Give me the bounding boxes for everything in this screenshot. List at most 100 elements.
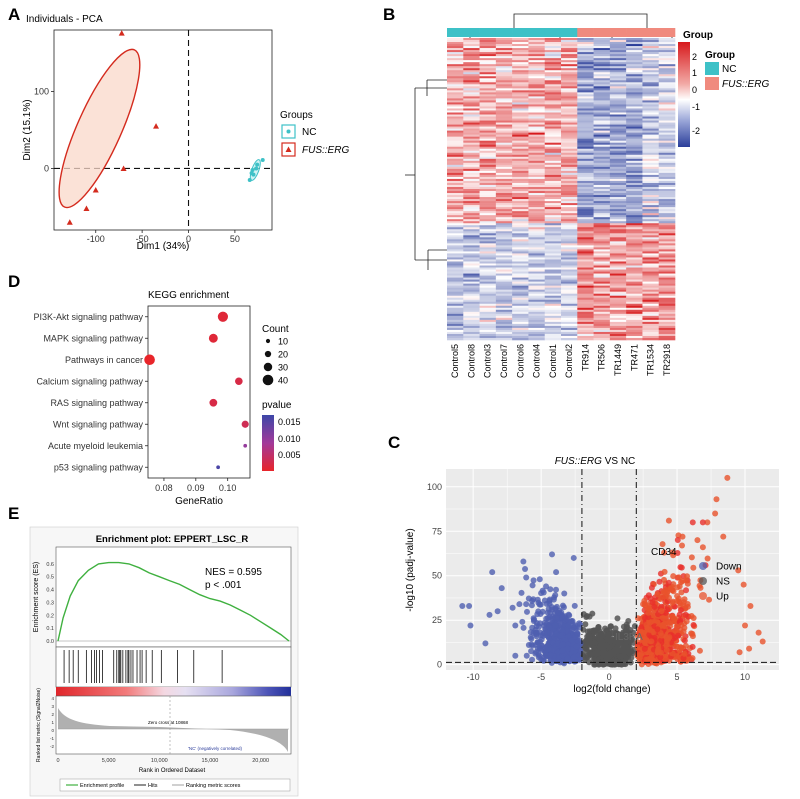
heatmap-cell [463, 118, 480, 121]
heatmap-cell [495, 122, 513, 125]
heatmap-cell [495, 178, 513, 182]
heatmap-cell [544, 307, 562, 311]
heatmap-cell [577, 164, 594, 168]
heatmap-cell [609, 223, 627, 226]
heatmap-cell [528, 249, 546, 252]
heatmap-cell [479, 162, 497, 166]
volcano-point-ns [614, 630, 621, 637]
volcano-y-label: -log10 (padj-value) [405, 528, 416, 611]
heatmap-cell [447, 303, 464, 307]
heatmap-cell [479, 128, 497, 131]
heatmap-cell [447, 199, 464, 202]
heatmap-cell [577, 62, 594, 65]
heatmap-cell [544, 124, 562, 127]
heatmap-cell [577, 124, 594, 127]
heatmap-cell [463, 70, 480, 73]
heatmap-cell [528, 144, 546, 148]
heatmap-cell [658, 114, 676, 117]
heatmap-cell [495, 152, 513, 156]
heatmap-cell [593, 138, 611, 141]
volcano-point-up [638, 624, 645, 631]
heatmap-cell [593, 154, 611, 158]
heatmap-cell [609, 152, 627, 156]
heatmap-cell [447, 301, 464, 305]
heatmap-cell [544, 64, 562, 67]
kegg-count-legend-marker [263, 362, 273, 372]
heatmap-cell [447, 219, 464, 222]
heatmap-cell [512, 263, 529, 266]
heatmap-cell [528, 132, 546, 135]
gsea-rank-tick-label: -1 [50, 736, 54, 741]
heatmap-cell [642, 273, 660, 276]
pca-x-tick-label: 0 [186, 234, 191, 244]
gsea-legend-hits: Hits [148, 783, 158, 789]
volcano-point-down [570, 654, 577, 661]
volcano-point-up [699, 519, 706, 526]
pca-point-nc [249, 171, 254, 176]
volcano-point-down [530, 629, 537, 636]
heatmap-cell [658, 158, 676, 162]
heatmap-cell [495, 84, 513, 87]
heatmap-cell [447, 186, 464, 190]
heatmap-cell [577, 231, 594, 234]
heatmap-cell [658, 207, 676, 210]
heatmap-cell [609, 293, 627, 297]
heatmap-cell [495, 134, 513, 137]
heatmap-cell [463, 106, 480, 109]
heatmap-cell [626, 66, 643, 69]
pca-point-fuserg [66, 219, 73, 225]
heatmap-cell [609, 253, 627, 256]
heatmap-cell [626, 136, 643, 139]
gsea-es-tick-label: 0.2 [46, 613, 54, 619]
heatmap-cell [447, 239, 464, 242]
heatmap-cell [593, 277, 611, 280]
pca-point-nc [247, 178, 252, 182]
volcano-point-down [560, 604, 567, 611]
volcano-point-up [742, 622, 749, 629]
heatmap-cell [609, 100, 627, 103]
heatmap-cell [447, 130, 464, 133]
heatmap-cell [658, 285, 676, 288]
heatmap-cell [658, 130, 676, 133]
heatmap-cell [447, 116, 464, 119]
group-bar-cell [658, 28, 676, 37]
heatmap-cell [544, 184, 562, 188]
heatmap-cell [463, 110, 480, 113]
volcano-point-up [735, 567, 742, 574]
kegg-plot-frame [147, 305, 251, 479]
heatmap-cell [561, 180, 578, 184]
heatmap-cell [479, 261, 497, 264]
heatmap-cell [658, 239, 676, 242]
heatmap-cell [626, 162, 643, 166]
heatmap-cell [528, 52, 546, 55]
heatmap-cell [626, 86, 643, 89]
heatmap-cell [626, 50, 643, 53]
heatmap-cell [577, 255, 594, 258]
heatmap-cell [577, 170, 594, 174]
heatmap-cell [609, 66, 627, 69]
heatmap-cell [447, 110, 464, 113]
heatmap-cell [609, 62, 627, 65]
heatmap-cell [495, 182, 513, 186]
heatmap-cell [544, 154, 562, 158]
heatmap-cell [593, 289, 611, 292]
heatmap-cell [561, 182, 578, 186]
volcano-point-up [663, 647, 670, 654]
heatmap-cell [642, 110, 660, 113]
heatmap-cell [593, 191, 611, 194]
heatmap-cell [495, 76, 513, 79]
heatmap-cell [479, 321, 497, 325]
heatmap-cell [593, 225, 611, 228]
heatmap-cell [642, 164, 660, 168]
heatmap-cell [626, 112, 643, 115]
heatmap-cell [593, 156, 611, 160]
heatmap-cell [609, 140, 627, 143]
heatmap-cell [593, 92, 611, 95]
heatmap-cell [512, 88, 529, 91]
heatmap-cell [528, 38, 546, 41]
heatmap-cell [642, 229, 660, 232]
heatmap-cell [593, 128, 611, 131]
heatmap-cell [512, 66, 529, 69]
heatmap-cell [658, 72, 676, 75]
heatmap-cell [561, 217, 578, 220]
